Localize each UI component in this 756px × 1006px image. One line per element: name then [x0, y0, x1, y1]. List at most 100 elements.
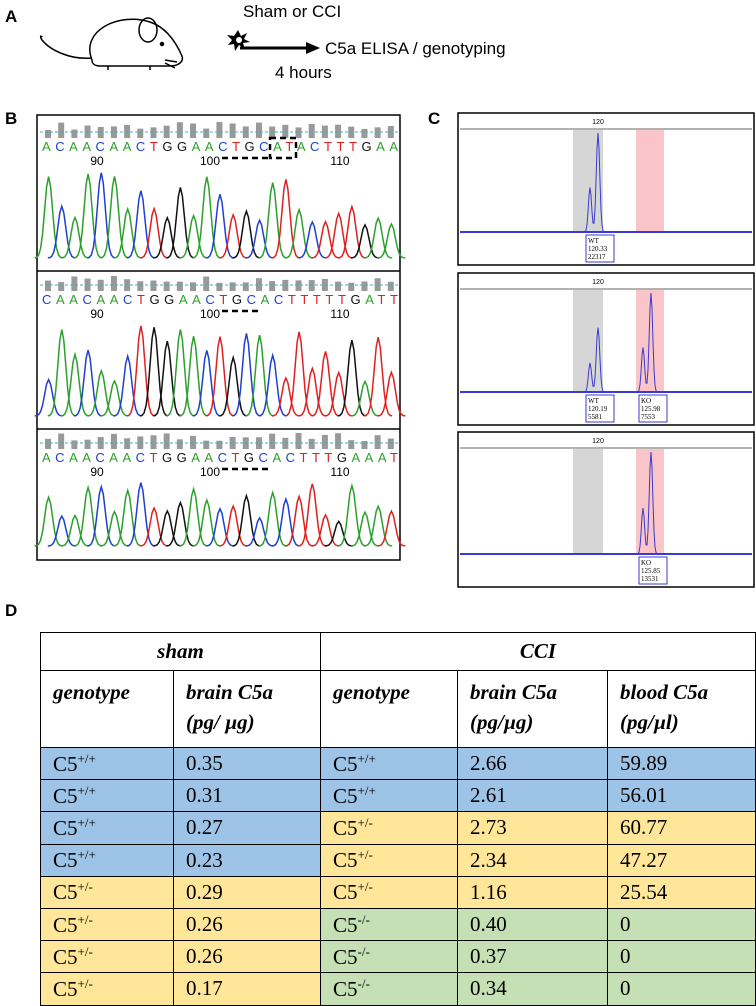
column-header-line: brain C5a	[186, 680, 273, 704]
trace-peak	[284, 331, 314, 417]
trace-peak	[34, 377, 63, 417]
trace-peak	[258, 489, 287, 547]
quality-bar	[203, 276, 210, 291]
quality-bar	[229, 282, 236, 291]
quality-bar	[71, 276, 78, 291]
quality-bar	[321, 125, 328, 138]
brain-c5a-cell: 0.29	[173, 875, 321, 909]
quality-bar	[58, 282, 65, 291]
base-position: 110	[330, 154, 349, 168]
quality-bar	[110, 126, 117, 138]
base-position: 100	[200, 154, 220, 168]
readout-label: C5a ELISA / genotyping	[325, 39, 506, 58]
trace-peak	[284, 493, 314, 547]
column-header: brain C5a (pg/ µg)	[173, 670, 321, 748]
quality-bar	[295, 280, 302, 291]
quality-bar	[163, 433, 170, 449]
trace-peak	[284, 207, 314, 259]
quality-bar	[308, 123, 315, 138]
gene: C5	[333, 751, 358, 776]
peak-label: 120.19	[588, 405, 608, 413]
panel-c: 120WT120.3322317120WT120.195581KO125.987…	[457, 112, 755, 588]
trace-peak	[245, 218, 274, 259]
genotype-cell: C5+/-	[40, 940, 174, 974]
brain-c5a-cell: 0.37	[457, 940, 608, 974]
trace-peak	[100, 176, 129, 259]
trace-peak	[337, 482, 367, 547]
trace-peak	[219, 354, 248, 417]
trace-peak	[271, 179, 301, 259]
gene: C5	[333, 912, 358, 937]
data-row: C5+/+ 0.31 C5+/+ 2.61 56.01	[40, 779, 756, 813]
data-row: C5+/- 0.29 C5+/- 1.16 25.54	[40, 875, 756, 909]
peak-label: 125.85	[641, 567, 661, 575]
quality-bar	[308, 280, 315, 291]
panel-letter: B	[5, 109, 17, 128]
data-row: C5+/- 0.26 C5-/- 0.37 0	[40, 940, 756, 974]
peak-label: 125.98	[641, 405, 661, 413]
quality-bar	[84, 439, 91, 449]
base-position: 100	[200, 307, 220, 321]
trace-peak	[232, 493, 261, 547]
trace-peak	[271, 496, 301, 547]
mouse-icon	[39, 17, 184, 70]
panel-letters: A B C D	[5, 7, 440, 620]
gene: C5	[53, 783, 78, 808]
trace-peak	[205, 506, 235, 547]
brain-c5a-cell: 2.34	[457, 843, 608, 877]
zygosity: +/+	[357, 750, 376, 766]
brain-c5a-cell: 2.61	[457, 779, 608, 813]
brain-c5a-cell: 0.34	[457, 972, 608, 1006]
column-header-line: (pg/µg)	[470, 710, 534, 734]
trace-peak	[166, 187, 195, 259]
quality-bar	[348, 440, 355, 449]
peak-label: 22317	[588, 253, 606, 261]
trace-peak	[100, 379, 129, 417]
zygosity: +/-	[357, 847, 373, 863]
quality-bar	[150, 280, 157, 291]
quality-bar	[124, 124, 131, 138]
data-row: C5+/+ 0.35 C5+/+ 2.66 59.89	[40, 746, 756, 781]
trace-peak	[324, 370, 353, 417]
trace-peak	[219, 212, 248, 259]
trace-peak	[73, 173, 103, 259]
quality-bar	[190, 123, 197, 138]
quality-bar	[176, 281, 183, 291]
quality-bar	[190, 282, 197, 291]
injury-icon	[227, 30, 250, 51]
trace-peak	[47, 329, 77, 417]
panel-letter: C	[428, 109, 440, 128]
genotype-cell: C5-/-	[320, 907, 458, 942]
quality-bar	[163, 281, 170, 291]
peak-label-box	[638, 556, 668, 585]
genotype-cell: C5+/+	[40, 746, 174, 781]
trace-peak	[324, 211, 353, 259]
panel-letter: D	[5, 601, 17, 620]
zygosity: -/-	[357, 975, 370, 991]
column-header-line: (pg/ µg)	[186, 710, 255, 734]
trace-peak	[166, 329, 195, 417]
trace-peak	[271, 376, 300, 417]
quality-bar	[45, 280, 51, 291]
quality-bar	[97, 127, 104, 138]
zygosity: +/+	[77, 750, 96, 766]
quality-bar	[71, 129, 78, 138]
peak-label: KO	[641, 559, 651, 567]
peak-label: 7553	[641, 413, 656, 421]
genotype-cell: C5-/-	[320, 940, 458, 974]
zygosity: -/-	[357, 943, 370, 959]
trace-peak	[126, 190, 156, 259]
peak-label: WT	[588, 397, 600, 405]
quality-bar	[124, 438, 131, 449]
trace-peak	[337, 204, 367, 259]
column-header: genotype	[320, 670, 458, 748]
trace-peak	[166, 500, 195, 547]
genotype-cell: C5+/-	[320, 843, 458, 877]
wt-bin	[573, 449, 603, 554]
peak-label: WT	[588, 237, 600, 245]
brain-c5a-cell: 1.16	[457, 875, 608, 909]
trace-peak	[377, 222, 406, 259]
trace-peak	[87, 484, 116, 547]
